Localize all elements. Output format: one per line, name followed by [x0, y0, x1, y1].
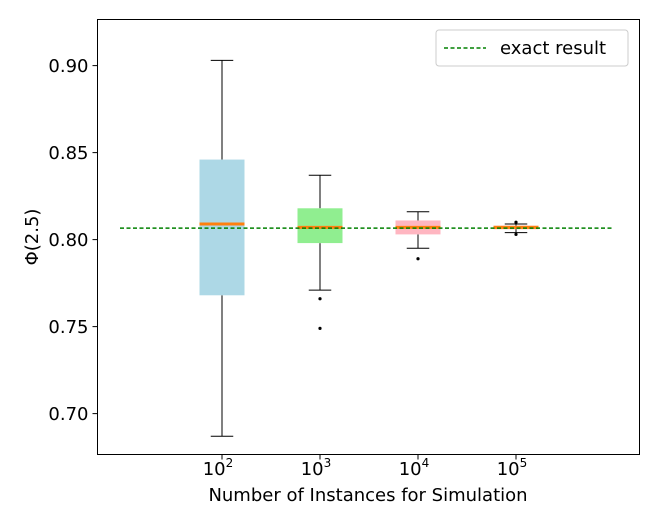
x-tick-exponent: 3 — [324, 456, 332, 470]
y-tick-label: 0.90 — [48, 56, 88, 77]
box-group — [395, 211, 441, 261]
box-group — [199, 59, 245, 437]
x-tick-exponent: 2 — [226, 456, 234, 470]
y-axis: 0.70 0.75 0.80 0.85 0.90 — [48, 56, 98, 425]
y-tick-label: 0.85 — [48, 143, 88, 164]
y-tick-label: 0.70 — [48, 404, 88, 425]
outlier-point — [318, 297, 322, 301]
x-tick-base: 10 — [203, 459, 226, 480]
legend: exact result — [435, 29, 629, 67]
legend-frame — [435, 29, 629, 67]
x-tick-label: 105 — [497, 456, 528, 480]
legend-label: exact result — [500, 38, 606, 59]
outlier-point — [416, 257, 420, 261]
outlier-point — [318, 326, 322, 330]
outlier-point — [514, 232, 518, 236]
x-axis: 102 103 104 105 — [203, 454, 528, 480]
x-tick-base: 10 — [497, 459, 520, 480]
outlier-point — [514, 220, 518, 224]
x-tick-label: 104 — [399, 456, 430, 480]
x-axis-label: Number of Instances for Simulation — [208, 485, 527, 506]
x-tick-base: 10 — [399, 459, 422, 480]
x-tick-label: 102 — [203, 456, 234, 480]
plot-frame — [97, 19, 640, 455]
x-tick-exponent: 5 — [520, 456, 528, 470]
x-tick-exponent: 4 — [422, 456, 430, 470]
x-tick-label: 103 — [301, 456, 332, 480]
y-axis-label: Φ(2.5) — [22, 209, 43, 266]
x-tick-base: 10 — [301, 459, 324, 480]
box — [297, 208, 343, 244]
y-tick-label: 0.80 — [48, 230, 88, 251]
plot-marks — [120, 59, 614, 437]
box-group — [297, 174, 343, 330]
y-tick-label: 0.75 — [48, 317, 88, 338]
